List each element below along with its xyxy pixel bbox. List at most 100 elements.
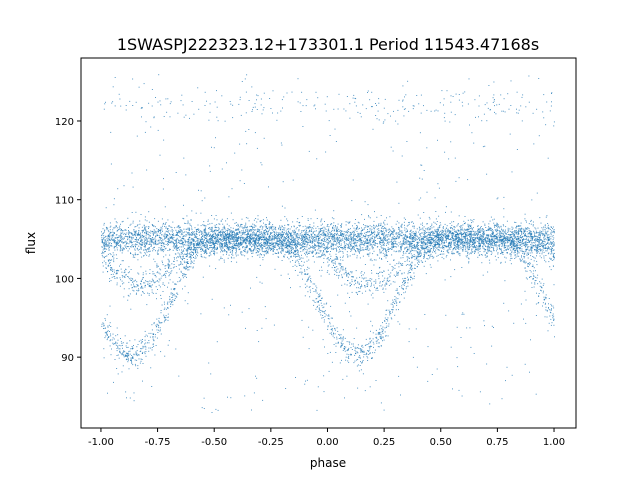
data-point — [341, 235, 343, 237]
data-point — [113, 276, 115, 278]
data-point — [235, 235, 237, 237]
data-point — [177, 281, 179, 283]
data-point — [290, 240, 292, 242]
data-point — [128, 243, 130, 245]
data-point — [217, 240, 219, 241]
data-point — [213, 243, 215, 244]
data-point — [312, 240, 314, 241]
data-point — [157, 235, 159, 237]
data-point — [306, 238, 308, 240]
data-point — [328, 264, 330, 266]
data-point — [419, 177, 421, 179]
data-point — [120, 246, 122, 248]
data-point — [434, 222, 436, 224]
data-point — [403, 284, 405, 286]
data-point — [350, 248, 352, 250]
data-point — [154, 243, 156, 245]
data-point — [378, 333, 380, 335]
data-point — [122, 342, 124, 344]
data-point — [377, 289, 379, 291]
data-point — [354, 253, 356, 255]
data-point — [411, 235, 413, 236]
data-point — [433, 243, 435, 245]
data-point — [413, 237, 415, 239]
data-point — [520, 230, 522, 232]
data-point — [286, 252, 288, 253]
data-point — [101, 241, 103, 243]
data-point — [250, 251, 252, 253]
data-point — [432, 231, 434, 233]
data-point — [511, 231, 513, 233]
data-point — [255, 244, 257, 246]
data-point — [152, 250, 154, 252]
data-point — [365, 248, 367, 250]
data-point — [257, 230, 258, 232]
data-point — [402, 254, 404, 256]
data-point — [537, 274, 539, 276]
data-point — [533, 245, 535, 247]
data-point — [339, 248, 340, 250]
data-point — [163, 275, 165, 276]
data-point — [373, 244, 375, 246]
data-point — [518, 241, 519, 242]
data-point — [263, 107, 265, 109]
data-point — [141, 359, 143, 360]
data-point — [172, 231, 173, 233]
data-point — [362, 346, 364, 348]
data-point — [536, 246, 538, 248]
data-point — [439, 233, 441, 235]
data-point — [429, 240, 431, 242]
data-point — [363, 227, 365, 229]
data-point — [469, 240, 471, 242]
data-point — [507, 238, 509, 240]
data-point — [337, 257, 338, 259]
data-point — [202, 236, 203, 237]
data-point — [210, 254, 212, 256]
data-point — [284, 246, 286, 248]
data-point — [230, 230, 232, 232]
data-point — [333, 241, 335, 243]
data-point — [123, 288, 125, 290]
data-point — [370, 280, 372, 282]
data-point — [550, 303, 552, 305]
data-point — [197, 255, 198, 257]
data-point — [157, 240, 159, 242]
data-point — [547, 247, 549, 249]
data-point — [203, 408, 205, 409]
data-point — [392, 301, 394, 303]
data-point — [153, 249, 155, 251]
data-point — [289, 261, 291, 263]
data-point — [290, 255, 292, 257]
data-point — [103, 246, 105, 248]
data-point — [209, 165, 211, 167]
data-point — [542, 305, 543, 307]
data-point — [371, 231, 373, 233]
data-point — [382, 248, 384, 250]
data-point — [404, 277, 406, 279]
data-point — [317, 226, 319, 228]
data-point — [109, 246, 110, 248]
data-point — [271, 243, 273, 245]
data-point — [245, 217, 247, 219]
data-point — [548, 243, 550, 245]
data-point — [434, 236, 436, 238]
data-point — [265, 224, 267, 226]
data-point — [352, 343, 354, 345]
data-point — [185, 274, 187, 275]
data-point — [550, 246, 552, 247]
data-point — [172, 241, 174, 243]
data-point — [367, 92, 368, 93]
data-point — [178, 239, 179, 241]
data-point — [158, 326, 159, 328]
data-point — [543, 283, 545, 285]
data-point — [264, 225, 266, 227]
data-point — [167, 228, 168, 230]
data-point — [424, 255, 425, 257]
data-point — [173, 288, 175, 289]
data-point — [124, 355, 126, 356]
data-point — [424, 246, 426, 248]
data-point — [506, 236, 508, 238]
data-point — [530, 255, 532, 257]
data-point — [414, 246, 416, 248]
data-point — [144, 229, 146, 231]
